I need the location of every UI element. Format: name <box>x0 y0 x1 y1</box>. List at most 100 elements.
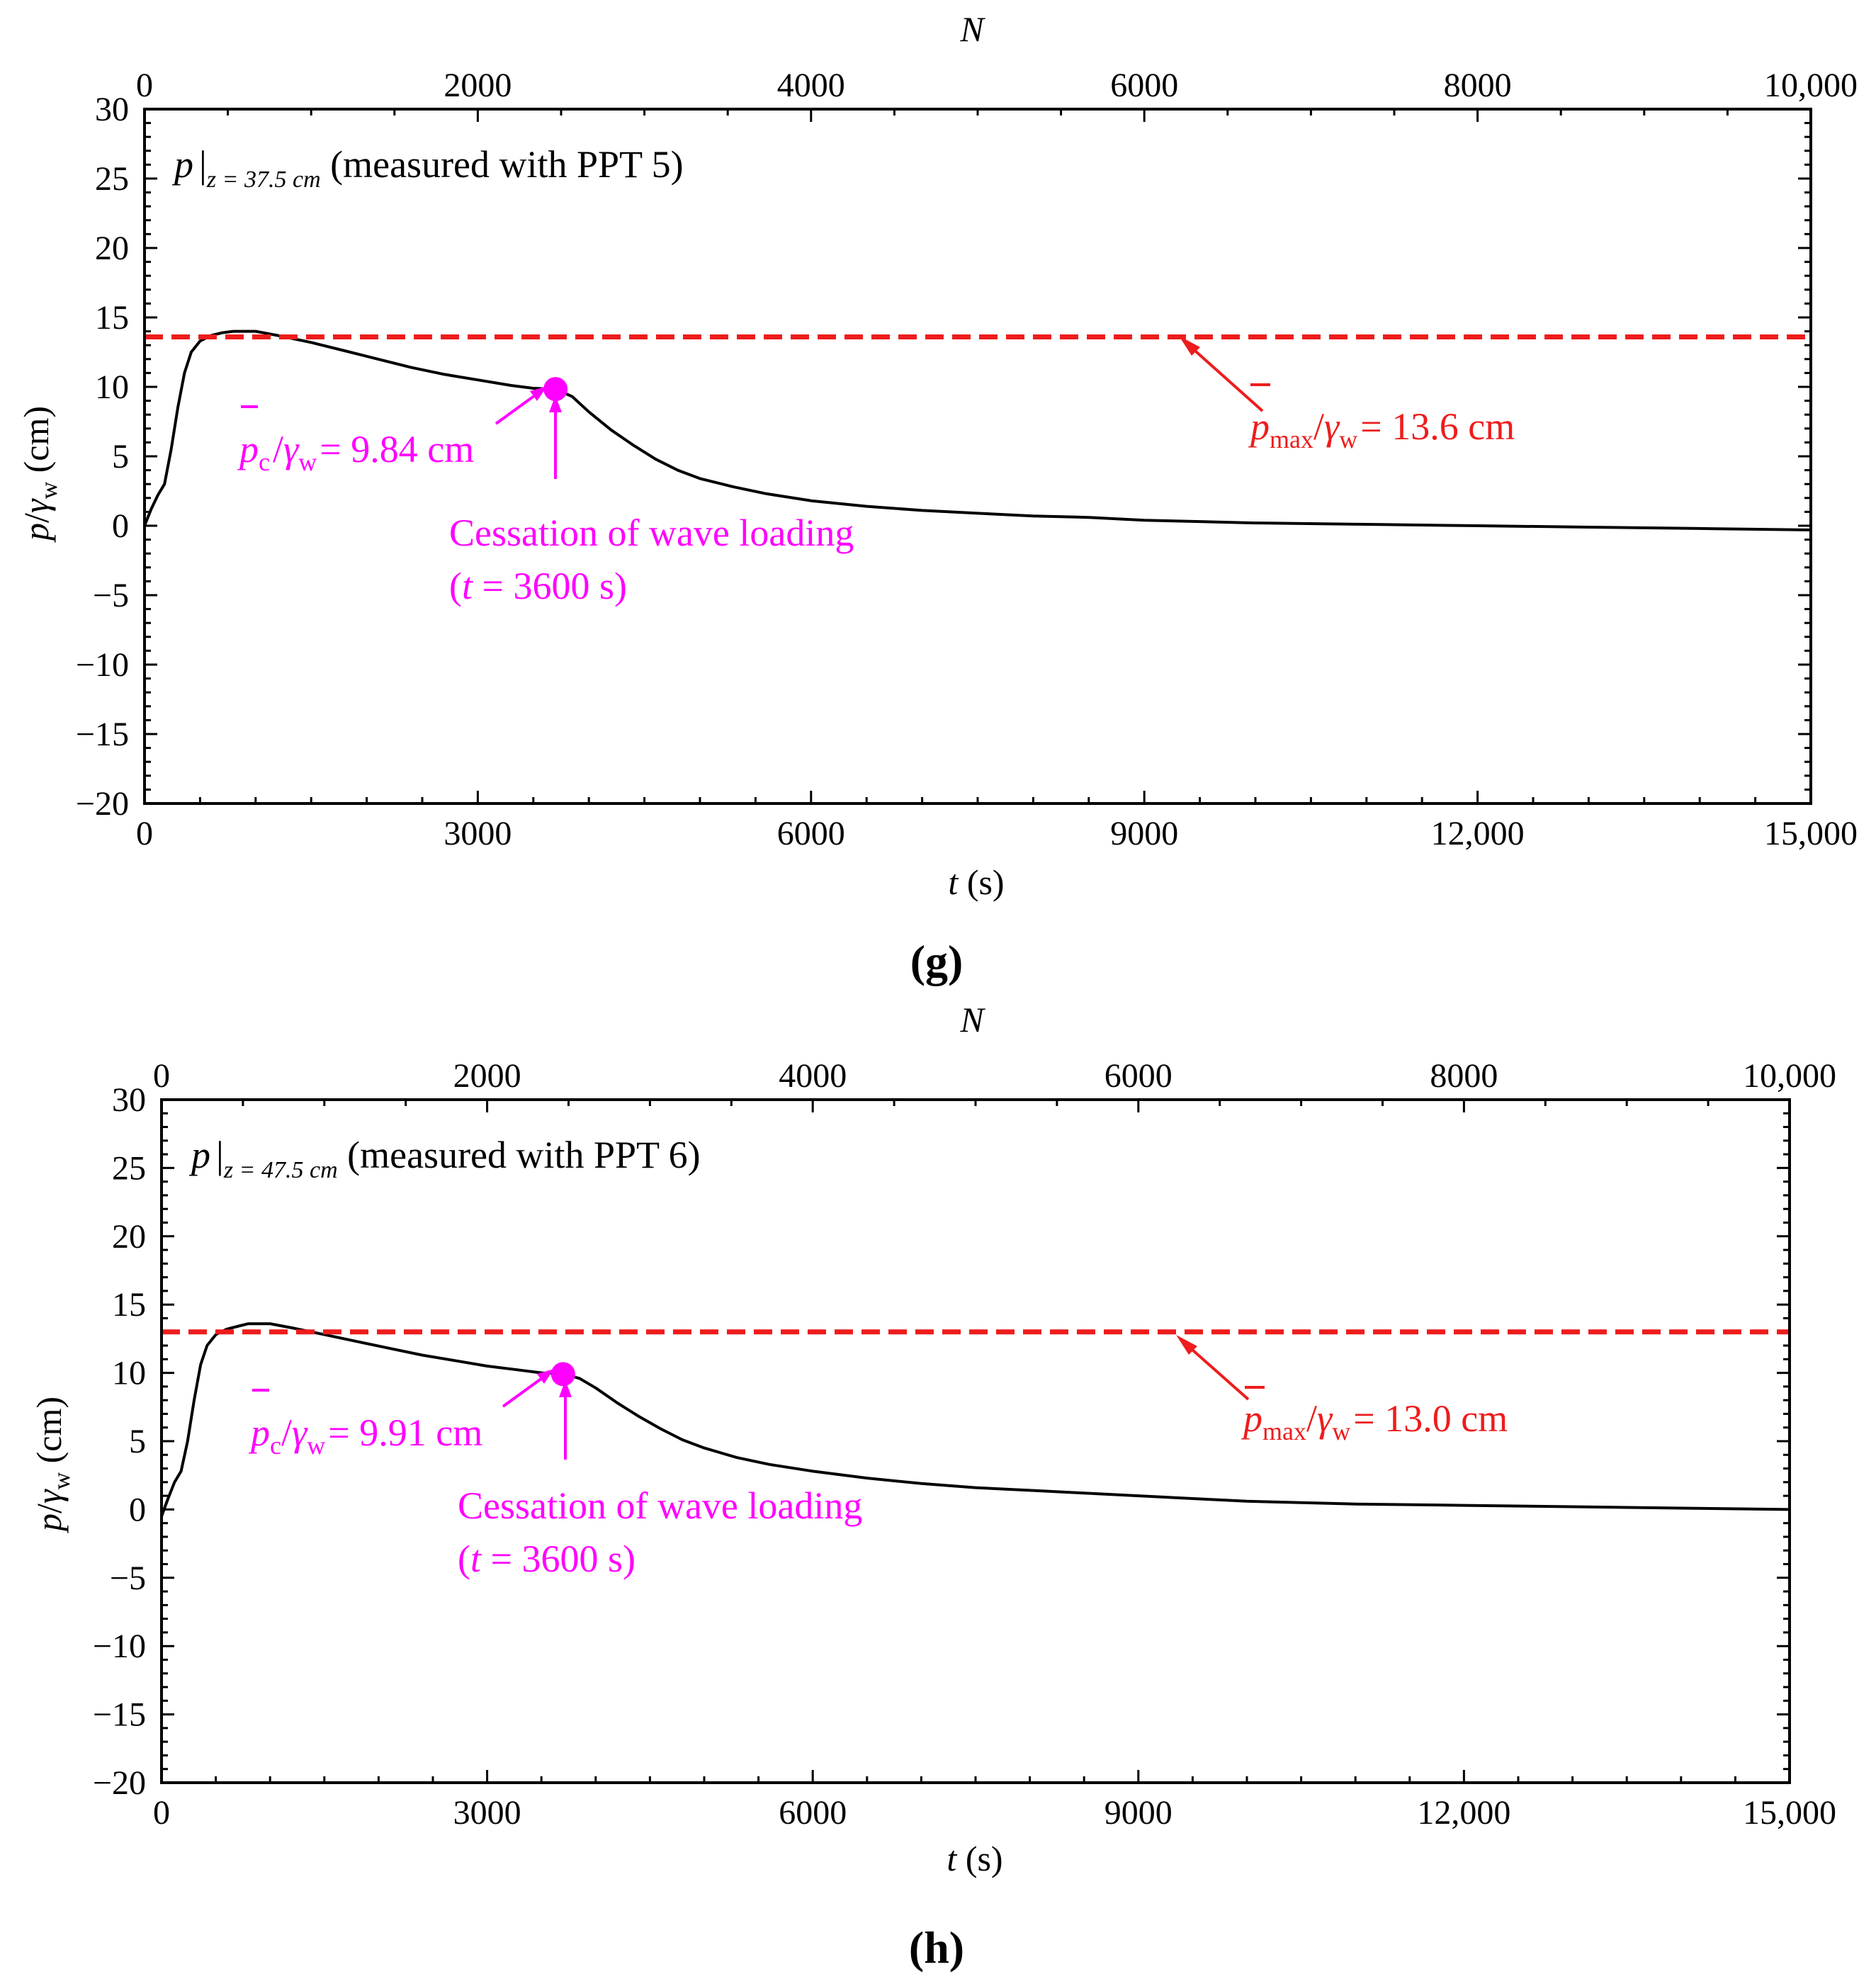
y-tick-label: 5 <box>112 438 129 475</box>
pc-arrowhead <box>537 1369 554 1384</box>
plot-frame <box>160 1098 1791 1784</box>
pmax-arrowhead <box>1176 1335 1197 1355</box>
pmax-label-p: p <box>1248 405 1270 448</box>
y-tick-label: 20 <box>95 230 129 267</box>
x-tick-label: 3000 <box>453 1794 521 1832</box>
cessation-line2: (t = 3600 s) <box>458 1538 635 1580</box>
cessation-rest: = 3600 s) <box>481 1538 635 1580</box>
pc-label-wsub: w <box>307 1431 325 1460</box>
plot-frame <box>143 108 1812 805</box>
x-tick-label: 15,000 <box>1764 815 1858 852</box>
top-axis-title: N <box>959 1000 985 1039</box>
y-tick-label: 30 <box>112 1081 146 1119</box>
pc-annotation: pc/γw= 9.91 cm Cessation of wave loading… <box>248 1369 862 1580</box>
x-tick-label: 9000 <box>1104 1794 1172 1832</box>
y-tick-label: 25 <box>112 1149 146 1187</box>
pmax-arrowhead <box>1179 336 1200 356</box>
cessation-line1: Cessation of wave loading <box>449 512 854 554</box>
top-tick-label: 0 <box>153 1057 170 1095</box>
pmax-label-sub: max <box>1270 425 1313 453</box>
cessation-open: ( <box>458 1538 470 1580</box>
pc-label-value: = 9.84 cm <box>320 428 474 470</box>
top-tick-label: 2000 <box>453 1057 521 1095</box>
pmax-label-value: = 13.6 cm <box>1360 405 1515 448</box>
top-axis-title: N <box>959 9 985 49</box>
top-tick-label: 10,000 <box>1764 67 1858 104</box>
x-tick-label: 0 <box>153 1794 170 1832</box>
x-tick-labels: 0 3000 6000 9000 12,000 15,000 <box>136 815 1858 852</box>
pc-arrow-shaft <box>502 1373 548 1408</box>
top-tick-label: 4000 <box>777 67 845 104</box>
pc-label: pc/γw= 9.91 cm <box>248 1411 482 1460</box>
y-tick-label: 20 <box>112 1218 146 1256</box>
top-tick-label: 10,000 <box>1743 1057 1836 1095</box>
x-tick-label: 6000 <box>779 1794 847 1832</box>
pmax-label-sub: max <box>1262 1417 1306 1445</box>
cessation-t: t <box>470 1538 482 1580</box>
panel-label: (h) <box>909 1922 964 1973</box>
pmax-label: pmax/γw= 13.6 cm <box>1248 405 1515 453</box>
pmax-label-gamma: γ <box>1324 405 1340 448</box>
pmax-label-wsub: w <box>1332 1417 1350 1445</box>
pmax-label-wsub: w <box>1339 425 1357 453</box>
pc-label-sub: c <box>259 448 270 476</box>
y-axis-title-gamma: γ <box>16 498 56 513</box>
x-axis-title-unit: (s) <box>956 1839 1002 1878</box>
header-sub: z = 47.5 cm <box>223 1157 338 1183</box>
y-tick-label: 25 <box>95 160 129 198</box>
pc-label-gamma: γ <box>283 428 300 470</box>
x-axis-title: t (s) <box>948 862 1004 902</box>
pmax-annotation: pmax/γw= 13.6 cm <box>1179 336 1515 453</box>
pc-label-value: = 9.91 cm <box>328 1411 482 1454</box>
cessation-line2: (t = 3600 s) <box>449 565 627 607</box>
x-axis-title-var: t <box>947 1839 957 1878</box>
header-rest: (measured with PPT 5) <box>321 143 684 186</box>
top-tick-label: 8000 <box>1444 67 1512 104</box>
top-tick-label: 6000 <box>1104 1057 1172 1095</box>
top-tick-label: 6000 <box>1110 67 1178 104</box>
panel-header: p |z = 37.5 cm (measured with PPT 5) <box>171 143 684 193</box>
panel-header: p |z = 47.5 cm (measured with PPT 6) <box>188 1134 701 1183</box>
cessation-t: t <box>462 565 474 607</box>
x-axis-title-unit: (s) <box>958 862 1004 902</box>
y-tick-label: 0 <box>112 507 129 545</box>
y-tick-label: 30 <box>95 91 129 128</box>
y-axis-title: p/γw (cm) <box>16 406 62 543</box>
pc-annotation: pc/γw= 9.84 cm Cessation of wave loading… <box>237 386 854 607</box>
top-tick-labels: 0 2000 4000 6000 8000 10,000 <box>136 67 1858 104</box>
cessation-arrowhead <box>559 1380 572 1397</box>
y-tick-label: −10 <box>76 646 129 684</box>
cessation-arrowhead <box>549 395 562 412</box>
y-tick-label: 10 <box>95 368 129 406</box>
y-axis-title-unit: (cm) <box>29 1397 69 1472</box>
pmax-arrow-shaft <box>1182 339 1264 412</box>
y-axis-title-sub: w <box>49 1472 75 1489</box>
top-tick-label: 0 <box>136 67 153 104</box>
y-tick-label: −10 <box>93 1628 146 1665</box>
header-sub: z = 37.5 cm <box>206 167 321 193</box>
y-axis-title: p/γw (cm) <box>29 1397 75 1533</box>
y-tick-label: −15 <box>76 716 129 753</box>
pmax-label-value: = 13.0 cm <box>1353 1397 1508 1440</box>
top-tick-label: 4000 <box>779 1057 847 1095</box>
y-tick-label: −5 <box>93 577 129 614</box>
pc-marker <box>543 377 568 402</box>
y-tick-label: −15 <box>93 1696 146 1734</box>
y-axis-title-sub: w <box>36 481 62 499</box>
y-tick-label: 15 <box>112 1286 146 1324</box>
top-tick-label: 2000 <box>443 67 512 104</box>
y-tick-label: 5 <box>129 1423 146 1460</box>
header-rest: (measured with PPT 6) <box>338 1134 701 1176</box>
pc-label-wsub: w <box>298 448 317 476</box>
y-axis-title-p: p <box>29 1513 69 1533</box>
y-tick-label: 15 <box>95 299 129 337</box>
pc-marker <box>550 1362 575 1387</box>
pmax-label-p: p <box>1241 1397 1262 1440</box>
cessation-rest: = 3600 s) <box>473 565 627 607</box>
pc-arrowhead <box>530 386 547 401</box>
pc-label-gamma: γ <box>292 1411 308 1454</box>
pc-label-sub: c <box>270 1431 281 1460</box>
x-axis-title: t (s) <box>947 1839 1002 1878</box>
pc-label: pc/γw= 9.84 cm <box>237 428 474 476</box>
